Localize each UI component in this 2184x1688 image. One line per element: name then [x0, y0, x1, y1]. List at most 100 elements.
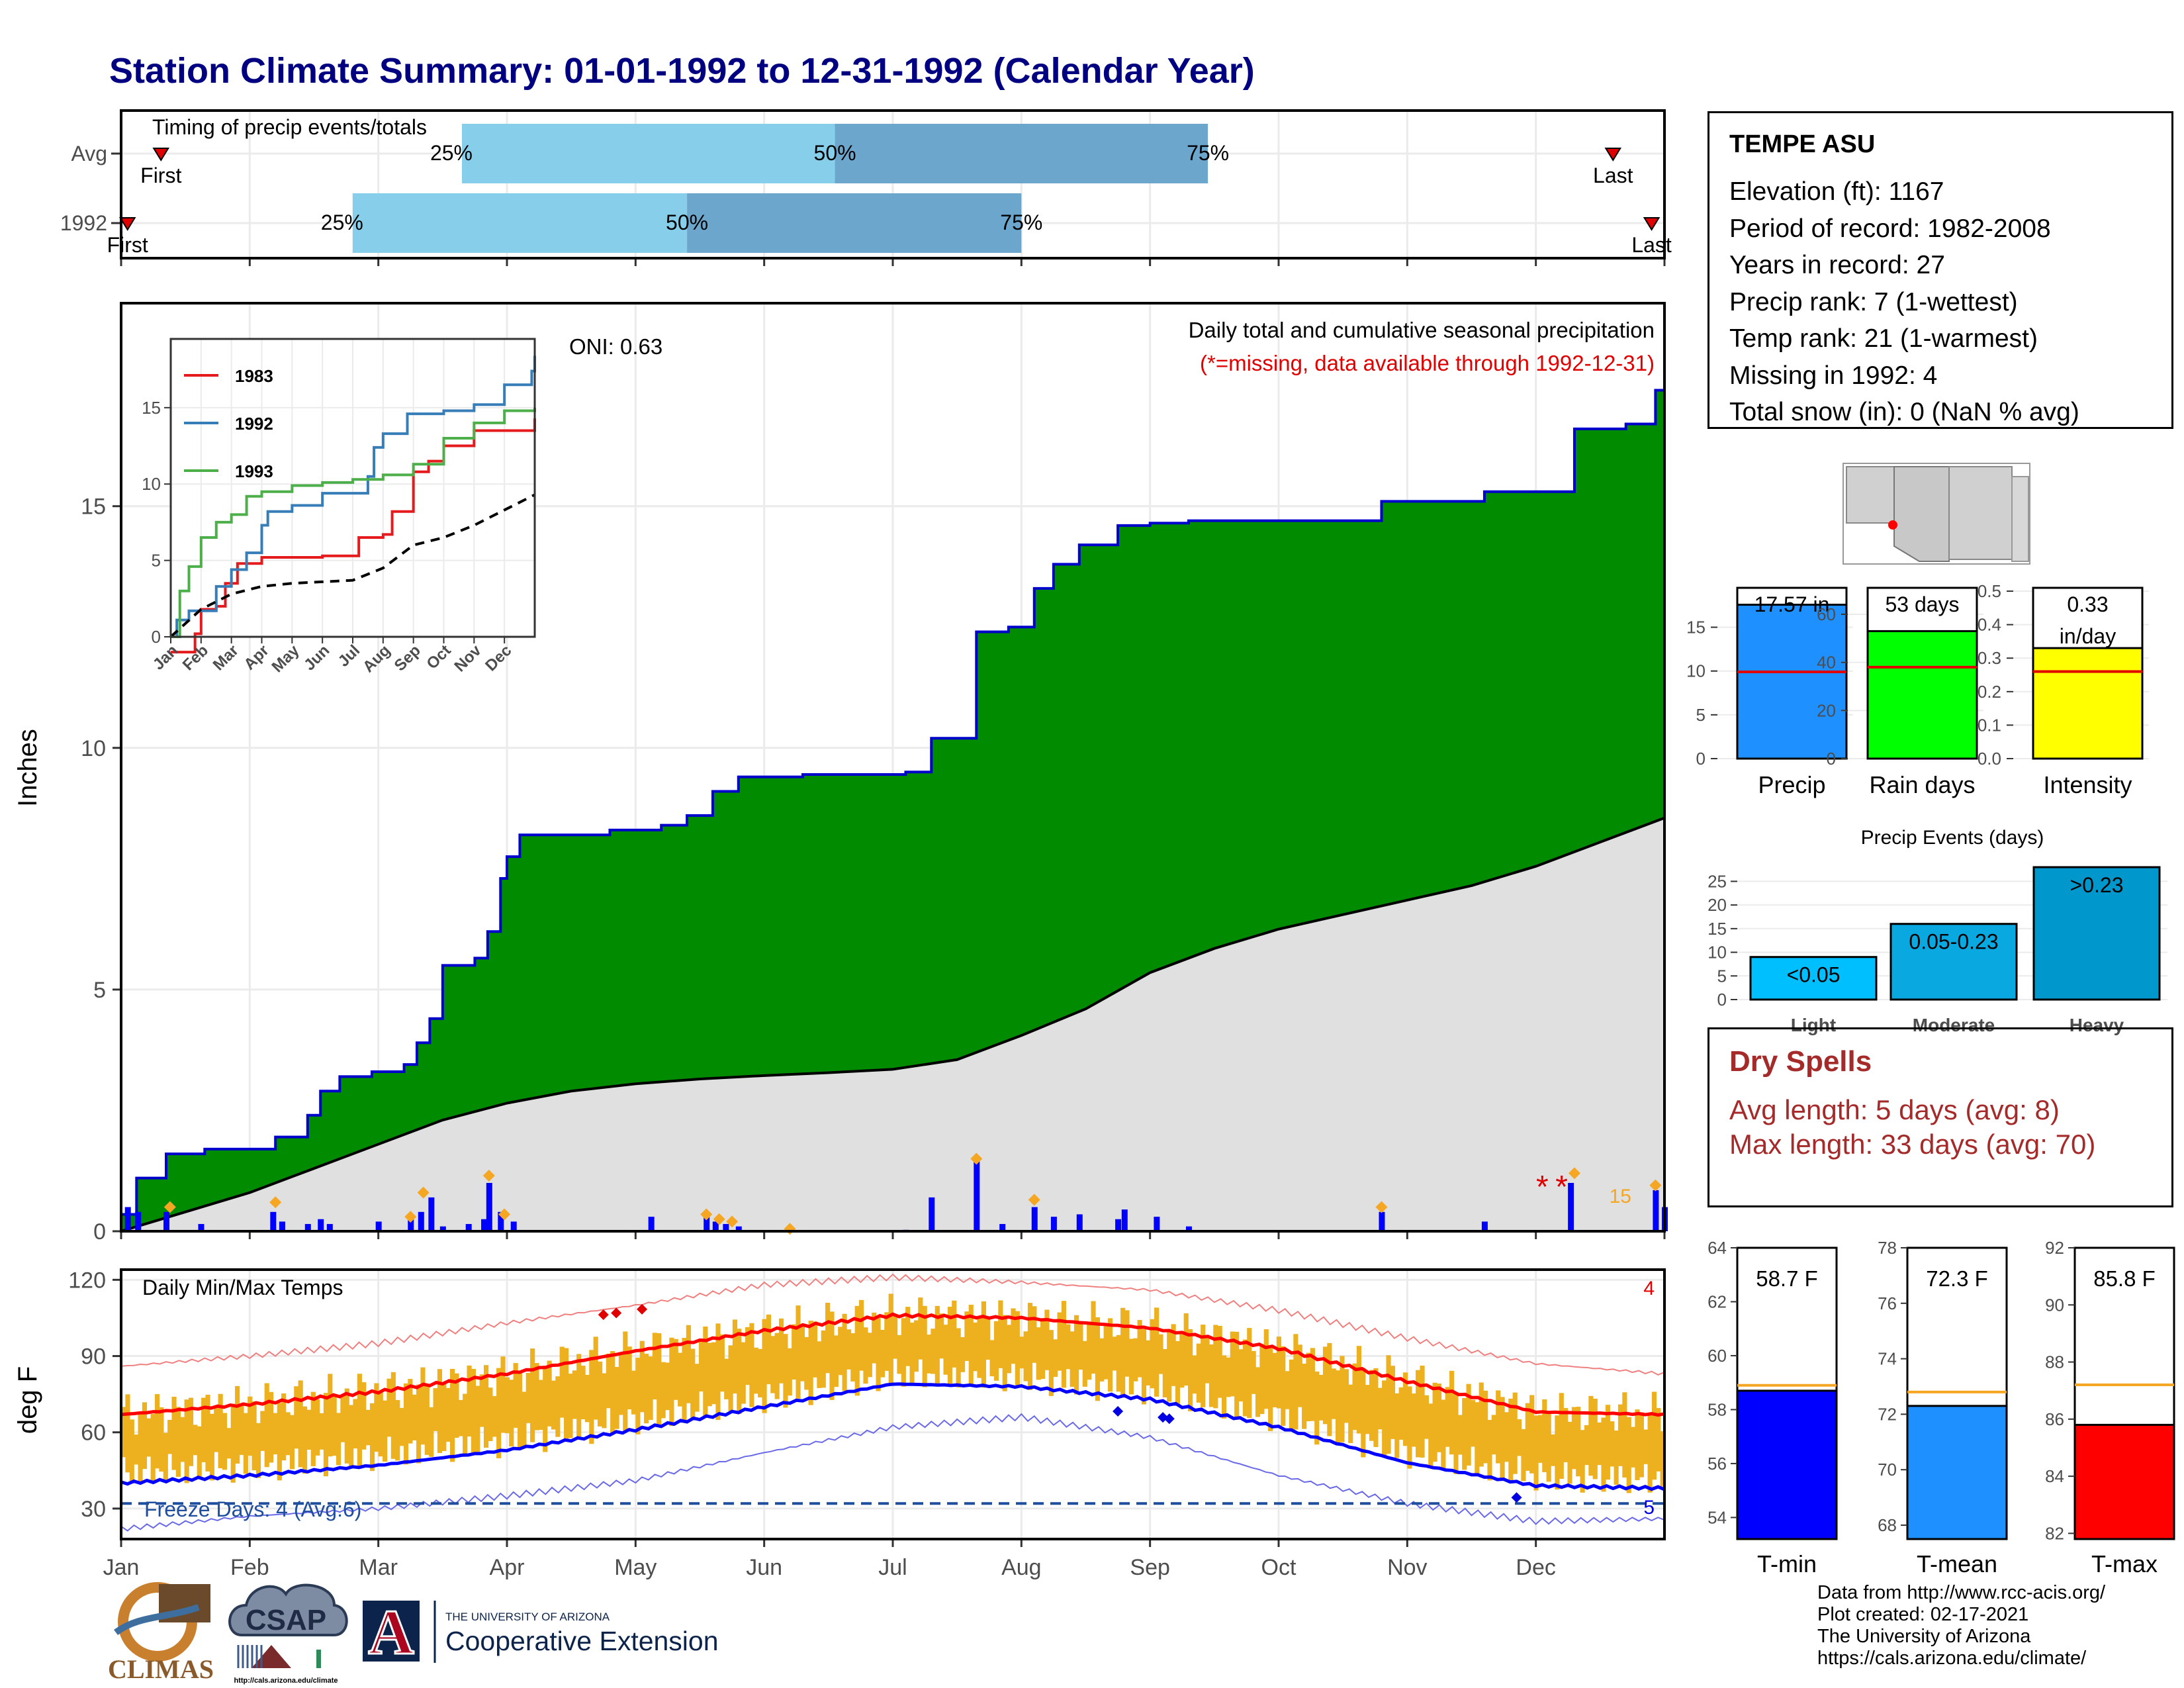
oni-label: ONI: 0.63 [569, 334, 662, 359]
main-ytick-label: 0 [93, 1219, 106, 1244]
daily-temp-bar [146, 1418, 152, 1457]
daily-precip-bar [1568, 1182, 1574, 1231]
daily-temp-bar [1044, 1309, 1050, 1370]
events-category-label: Moderate [1913, 1015, 1995, 1035]
daily-temp-bar [201, 1397, 206, 1462]
timing-bar-25-50 [461, 124, 835, 183]
daily-temp-bar [1537, 1415, 1543, 1463]
daily-temp-bar [989, 1340, 995, 1377]
station-period: Period of record: 1982-2008 [1729, 214, 2051, 243]
sumbar-ytick-label: 20 [1817, 700, 1836, 720]
record-min-line [120, 1413, 1665, 1532]
daily-temp-bar [180, 1417, 185, 1462]
station-missing: Missing in 1992: 4 [1729, 361, 1938, 390]
daily-temp-bar [551, 1380, 557, 1430]
inset-ytick-label: 5 [152, 551, 161, 571]
record-precip-marker [482, 1170, 495, 1182]
daily-precip-bar [326, 1224, 333, 1231]
daily-temp-bar [214, 1407, 219, 1452]
daily-temp-bar [357, 1374, 362, 1466]
tempbar-value-label: 72.3 F [1926, 1266, 1988, 1291]
map-state-east [1948, 466, 2013, 560]
daily-precip-bar [1121, 1209, 1128, 1231]
daily-temp-bar [1322, 1346, 1328, 1425]
daily-temp-bar [812, 1321, 818, 1378]
temp-low-count: 5 [1643, 1497, 1655, 1519]
daily-temp-bar [1285, 1371, 1290, 1409]
daily-temp-bar [842, 1313, 847, 1391]
daily-temp-bar [340, 1396, 345, 1442]
daily-precip-bar [1076, 1214, 1083, 1231]
daily-temp-bar [774, 1333, 780, 1399]
dry-spells-title: Dry Spells [1729, 1045, 1872, 1078]
daily-temp-bar [998, 1300, 1003, 1368]
daily-temp-bar [1394, 1393, 1400, 1458]
daily-temp-bar [728, 1345, 733, 1411]
daily-temp-bar [1576, 1407, 1581, 1477]
sumbar-ytick-label: 0.1 [1978, 715, 2001, 735]
daily-temp-bar [1631, 1427, 1636, 1468]
daily-temp-bar [243, 1413, 248, 1474]
daily-temp-bar [905, 1307, 911, 1366]
month-label: Feb [230, 1555, 269, 1580]
daily-temp-bar [260, 1411, 265, 1451]
daily-temp-bar [1420, 1366, 1425, 1458]
tempbar-ytick-label: 84 [2045, 1466, 2064, 1486]
daily-temp-bar [1635, 1409, 1640, 1480]
sumbar-value-label: 17.57 in [1754, 592, 1830, 616]
daily-temp-bar [952, 1300, 957, 1368]
daily-temp-bar [1263, 1329, 1269, 1409]
record-max-line [120, 1273, 1665, 1376]
inset-ytick-label: 0 [152, 627, 161, 647]
month-label: Sep [1130, 1555, 1170, 1580]
inset-ytick-label: 15 [142, 398, 161, 418]
daily-temp-bar [627, 1346, 632, 1410]
daily-temp-bar [1373, 1368, 1379, 1448]
daily-temp-bar [1116, 1335, 1121, 1392]
daily-temp-bar [1141, 1329, 1147, 1405]
daily-temp-bar [1542, 1399, 1547, 1472]
daily-precip-bar [198, 1224, 205, 1231]
daily-temp-bar [1356, 1346, 1362, 1434]
daily-temp-bar [509, 1380, 514, 1447]
events-ytick-label: 15 [1707, 919, 1727, 939]
daily-temp-bar [1196, 1343, 1201, 1403]
daily-temp-bar [711, 1342, 717, 1405]
daily-temp-bar [1293, 1334, 1298, 1430]
missing-data-mark: * [1536, 1170, 1549, 1205]
daily-temp-bar [1617, 1404, 1623, 1466]
daily-temp-bar [664, 1362, 670, 1411]
daily-temp-bar [1626, 1417, 1631, 1493]
record-high-marker [637, 1303, 648, 1315]
station-info-box: TEMPE ASU Elevation (ft): 1167 Period of… [1707, 111, 2173, 429]
timing-first-marker [152, 148, 170, 162]
daily-temp-bar [1023, 1331, 1028, 1382]
daily-temp-bar [142, 1402, 148, 1470]
daily-temp-bar [673, 1338, 678, 1400]
daily-temp-bar [1491, 1415, 1496, 1455]
tempbar-ytick-label: 88 [2045, 1352, 2064, 1372]
daily-temp-bar [1208, 1344, 1214, 1407]
daily-temp-bar [1183, 1313, 1189, 1386]
daily-temp-bar [1242, 1339, 1248, 1417]
tempbar-ytick-label: 92 [2045, 1238, 2064, 1258]
record-precip-marker [1649, 1179, 1662, 1192]
daily-temp-bar [522, 1391, 527, 1446]
daily-temp-bar [1453, 1393, 1459, 1474]
temp-ytick-label: 30 [81, 1497, 106, 1522]
temp-title: Daily Min/Max Temps [142, 1276, 343, 1299]
station-precip-rank: Precip rank: 7 (1-wettest) [1729, 287, 2018, 316]
daily-temp-bar [395, 1399, 400, 1461]
daily-precip-bar [648, 1217, 655, 1231]
daily-precip-bar [1031, 1207, 1038, 1231]
tempbar-value-label: 58.7 F [1756, 1266, 1818, 1291]
daily-precip-bar [439, 1226, 446, 1231]
daily-temp-bar [1500, 1397, 1505, 1479]
daily-temp-bar [483, 1365, 489, 1448]
daily-temp-bar [416, 1384, 422, 1464]
daily-temp-bar [209, 1413, 214, 1481]
temp-high-count: 4 [1643, 1278, 1655, 1299]
daily-temp-bar [289, 1415, 295, 1470]
climas-logo-swoosh [114, 1604, 200, 1636]
